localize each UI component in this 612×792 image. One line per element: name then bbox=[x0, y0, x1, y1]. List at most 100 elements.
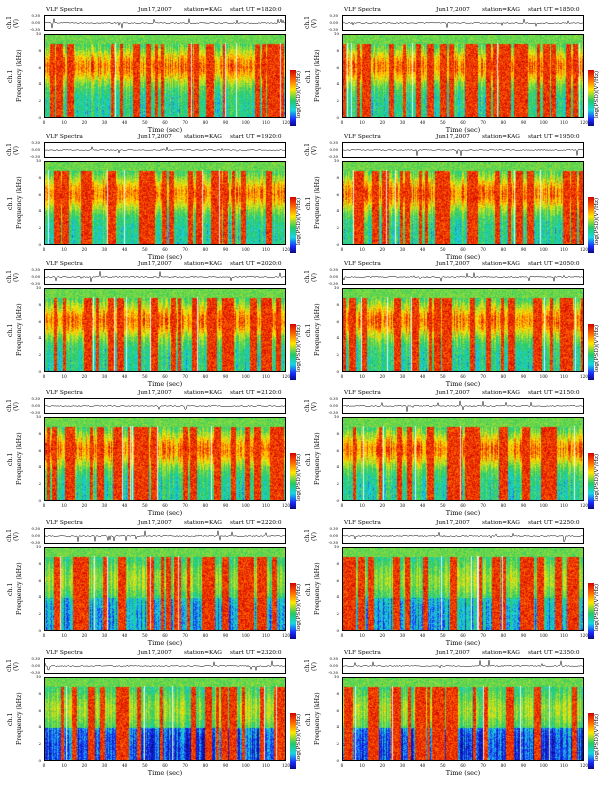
signal-trace bbox=[342, 272, 584, 283]
time-tick: 80 bbox=[500, 120, 506, 125]
time-tick: 50 bbox=[440, 247, 446, 252]
panel-start-time: start UT =2120:0 bbox=[230, 389, 282, 397]
time-tick: 60 bbox=[162, 247, 168, 252]
time-tick: 110 bbox=[559, 503, 568, 508]
start-value: 2320:0 bbox=[261, 650, 282, 656]
start-value: 1950:0 bbox=[559, 134, 580, 140]
time-tick: 100 bbox=[539, 633, 548, 638]
frequency-tick: 2 bbox=[336, 611, 339, 617]
time-tick: 120 bbox=[580, 633, 588, 638]
signal-tick: 0.30 bbox=[329, 267, 338, 272]
ylabel-channel: ch.1 bbox=[305, 712, 312, 726]
spectrogram-plot bbox=[44, 677, 286, 761]
spectrogram-plot bbox=[44, 288, 286, 372]
frequency-tick: 4 bbox=[38, 594, 41, 600]
signal-tick: 0.30 bbox=[31, 656, 40, 661]
signal-tick: -0.30 bbox=[30, 670, 40, 675]
panel-date: Jun17,2007 bbox=[436, 390, 470, 396]
panel-start-time: start UT =2220:0 bbox=[230, 519, 282, 527]
time-tick: 120 bbox=[580, 247, 588, 252]
time-tick: 60 bbox=[162, 503, 168, 508]
frequency-tick: 4 bbox=[38, 335, 41, 341]
time-tick: 80 bbox=[202, 120, 208, 125]
start-label: start UT = bbox=[230, 390, 262, 396]
spectrogram-plot bbox=[342, 547, 584, 631]
frequency-tick: 4 bbox=[336, 208, 339, 214]
panel-title: VLF Spectra bbox=[344, 650, 381, 656]
ylabel-channel: ch.1 bbox=[7, 69, 14, 83]
time-tick: 80 bbox=[202, 374, 208, 379]
signal-tick: -0.30 bbox=[30, 27, 40, 32]
frequency-tick: 8 bbox=[38, 560, 41, 566]
colorbar-label: log(PSD)(V²/Hz) bbox=[594, 197, 600, 245]
time-tick: 10 bbox=[359, 120, 365, 125]
signal-tick: -0.30 bbox=[328, 281, 338, 286]
time-tick: 40 bbox=[419, 120, 426, 125]
colorbar bbox=[290, 197, 296, 253]
panel-station: station=KAG bbox=[482, 261, 520, 267]
panel-start-time: start UT =1950:0 bbox=[528, 133, 580, 141]
time-tick: 90 bbox=[520, 633, 527, 638]
start-value: 2150:0 bbox=[559, 390, 580, 396]
panel-title: VLF Spectra bbox=[46, 134, 83, 140]
signal-axis-label: ch.1 (V) bbox=[304, 399, 318, 413]
time-tick: 100 bbox=[241, 503, 250, 508]
time-tick: 0 bbox=[340, 247, 344, 252]
time-tick: 120 bbox=[282, 503, 290, 508]
spectrogram-panel: VLF Spectra Jun17,2007 station=KAG start… bbox=[304, 6, 600, 134]
start-label: start UT = bbox=[528, 650, 560, 656]
spectrogram-heatmap bbox=[343, 418, 583, 500]
frequency-tick: 8 bbox=[38, 690, 41, 696]
signal-axis-label: ch.1 (V) bbox=[6, 270, 20, 284]
signal-waveform bbox=[44, 404, 286, 411]
spectrogram-heatmap bbox=[45, 418, 285, 500]
time-tick: 110 bbox=[261, 374, 270, 379]
signal-trace bbox=[44, 530, 286, 542]
signal-tick: -0.30 bbox=[328, 410, 338, 415]
panel-station: station=KAG bbox=[482, 7, 520, 13]
time-tick: 60 bbox=[162, 374, 168, 379]
frequency-tick: 4 bbox=[336, 335, 339, 341]
panel-date: Jun17,2007 bbox=[138, 390, 172, 396]
colorbar bbox=[290, 324, 296, 380]
signal-trace bbox=[342, 400, 584, 412]
frequency-tick: 10 bbox=[35, 414, 41, 419]
time-tick: 50 bbox=[142, 763, 148, 768]
frequency-tick: 0 bbox=[38, 498, 41, 503]
ylabel-channel: ch.1 bbox=[7, 323, 14, 337]
time-tick: 30 bbox=[101, 120, 108, 125]
start-label: start UT = bbox=[528, 7, 560, 13]
time-tick: 70 bbox=[182, 763, 188, 768]
frequency-tick: 10 bbox=[35, 31, 41, 36]
time-tick: 40 bbox=[121, 503, 128, 508]
frequency-axis-label: ch.1 Frequency (kHz) bbox=[304, 423, 326, 495]
spectrogram-plot bbox=[342, 417, 584, 501]
frequency-tick: 10 bbox=[35, 544, 41, 549]
spectrogram-panel: VLF Spectra Jun17,2007 station=KAG start… bbox=[304, 133, 600, 261]
frequency-tick: 2 bbox=[38, 481, 41, 487]
signal-tick: 0.30 bbox=[31, 267, 40, 272]
frequency-tick: 0 bbox=[336, 115, 339, 120]
colorbar-label: log(PSD)(V²/Hz) bbox=[594, 713, 600, 761]
signal-tick: 0.00 bbox=[31, 533, 40, 538]
signal-trace bbox=[44, 660, 286, 671]
frequency-tick: 4 bbox=[38, 208, 41, 214]
time-tick: 30 bbox=[101, 503, 108, 508]
time-tick: 90 bbox=[520, 763, 527, 768]
time-tick: 80 bbox=[202, 633, 208, 638]
time-tick: 90 bbox=[222, 503, 229, 508]
frequency-tick: 8 bbox=[336, 301, 339, 307]
signal-tick: 0.00 bbox=[329, 147, 338, 152]
colorbar bbox=[588, 583, 594, 639]
time-tick: 30 bbox=[399, 374, 406, 379]
signal-waveform bbox=[44, 18, 286, 29]
signal-waveform bbox=[342, 148, 584, 156]
ylabel-frequency: Frequency (kHz) bbox=[16, 303, 23, 357]
panel-start-time: start UT =1820:0 bbox=[230, 6, 282, 14]
frequency-tick: 0 bbox=[38, 758, 41, 763]
time-tick: 50 bbox=[142, 374, 148, 379]
frequency-tick: 6 bbox=[336, 318, 339, 324]
start-label: start UT = bbox=[528, 261, 560, 267]
colorbar-label: log(PSD)(V²/Hz) bbox=[594, 583, 600, 631]
time-tick: 30 bbox=[399, 503, 406, 508]
